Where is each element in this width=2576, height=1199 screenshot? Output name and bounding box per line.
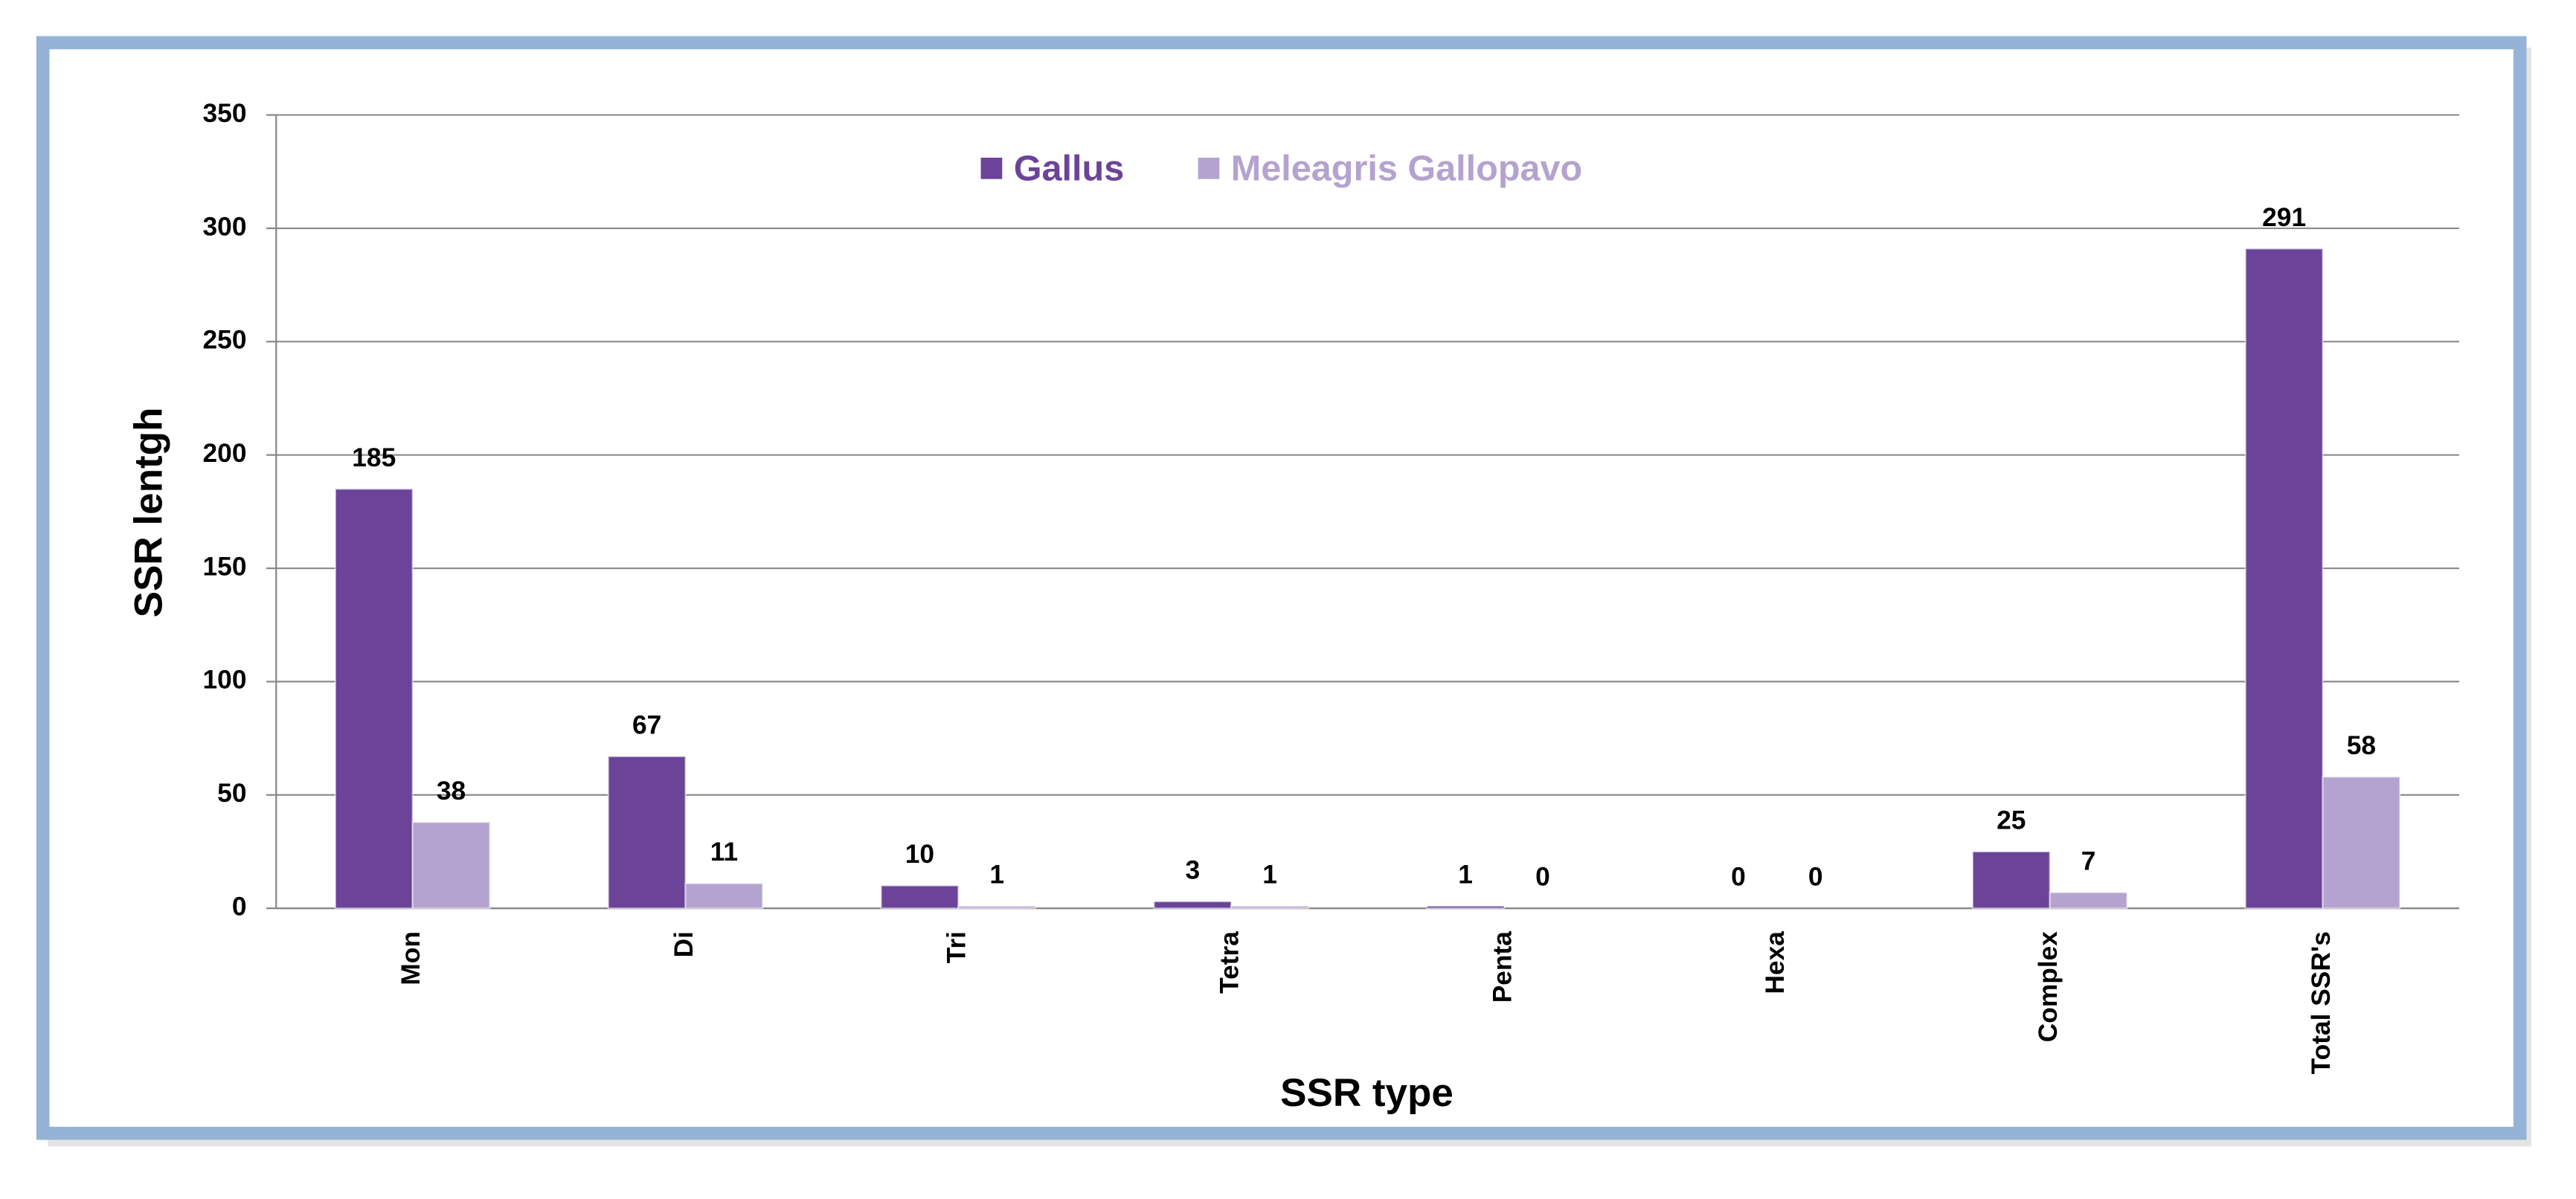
data-label: 1 (1458, 861, 1473, 890)
x-tick-label: Hexa (1761, 931, 1790, 994)
x-tick-label: Mon (396, 931, 425, 986)
x-tick-label: Penta (1488, 931, 1517, 1003)
y-tick-label: 350 (203, 99, 247, 128)
data-label: 1 (989, 861, 1004, 890)
bar (1230, 904, 1310, 910)
data-label: 1 (1262, 861, 1277, 890)
x-tick-label: Total SSR's (2307, 931, 2336, 1074)
y-tick-label: 250 (203, 326, 247, 355)
bar (957, 904, 1037, 910)
y-tick-label: 50 (217, 779, 246, 808)
data-label: 3 (1185, 856, 1200, 885)
bar (2322, 776, 2401, 910)
legend-label: Meleagris Gallopavo (1231, 148, 1582, 188)
y-tick-label: 150 (203, 552, 247, 581)
data-label: 25 (1997, 806, 2026, 835)
legend-swatch (1198, 157, 1220, 179)
bar (1153, 900, 1233, 910)
legend-label: Gallus (1014, 148, 1125, 188)
x-tick-label: Tetra (1215, 931, 1244, 994)
y-axis-title: SSR lentgh (126, 408, 170, 618)
x-tick-label: Complex (2034, 931, 2063, 1043)
legend-swatch (980, 157, 1003, 179)
bar (334, 488, 414, 910)
bar (880, 884, 960, 910)
bar (2049, 891, 2128, 910)
x-axis-title: SSR type (1280, 1071, 1454, 1115)
bar (1971, 850, 2051, 910)
frame (36, 36, 2527, 1140)
data-label: 185 (352, 443, 396, 472)
bar (411, 821, 491, 910)
bar (1426, 904, 1506, 910)
data-label: 0 (1731, 863, 1746, 892)
x-tick-label: Tri (942, 931, 971, 963)
data-label: 67 (632, 711, 661, 740)
bar (607, 755, 687, 910)
data-label: 11 (710, 838, 738, 867)
y-tick-label: 300 (203, 212, 247, 241)
x-tick-label: Di (669, 931, 698, 957)
bar (684, 882, 764, 910)
y-tick-label: 0 (232, 892, 247, 921)
y-tick-label: 200 (203, 439, 247, 468)
data-label: 291 (2262, 203, 2306, 232)
data-label: 0 (1535, 863, 1550, 892)
data-label: 38 (437, 777, 466, 806)
data-label: 0 (1808, 863, 1823, 892)
y-tick-label: 100 (203, 666, 247, 695)
bar (2244, 248, 2324, 910)
data-label: 58 (2347, 731, 2376, 760)
data-label: 10 (905, 840, 934, 869)
data-label: 7 (2081, 846, 2096, 875)
